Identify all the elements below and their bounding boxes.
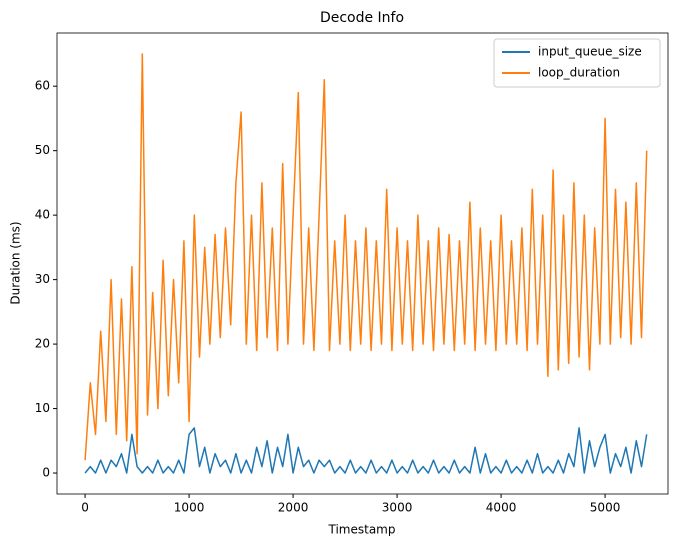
data-line [84, 53, 648, 461]
x-tick-label: 2000 [278, 501, 309, 515]
chart-title: Decode Info [320, 10, 404, 26]
x-tick-label: 1000 [174, 501, 205, 515]
x-tick-label: 0 [81, 501, 89, 515]
y-tick-label: 60 [35, 79, 50, 93]
x-axis-label: Timestamp [328, 523, 396, 537]
plot-frame [56, 32, 669, 495]
y-tick-label: 30 [35, 272, 50, 286]
y-tick-label: 0 [42, 466, 50, 480]
data-line [84, 427, 648, 474]
x-tick-label: 3000 [382, 501, 413, 515]
x-tick-label: 4000 [486, 501, 517, 515]
legend-label: loop_duration [538, 66, 620, 80]
y-tick-label: 20 [35, 337, 50, 351]
x-tick-label: 5000 [590, 501, 621, 515]
y-axis-label: Duration (ms) [9, 221, 23, 304]
legend-label: input_queue_size [538, 45, 642, 59]
legend-box [493, 38, 661, 88]
y-tick-label: 40 [35, 208, 50, 222]
y-tick-label: 50 [35, 143, 50, 157]
y-tick-label: 10 [35, 401, 50, 415]
